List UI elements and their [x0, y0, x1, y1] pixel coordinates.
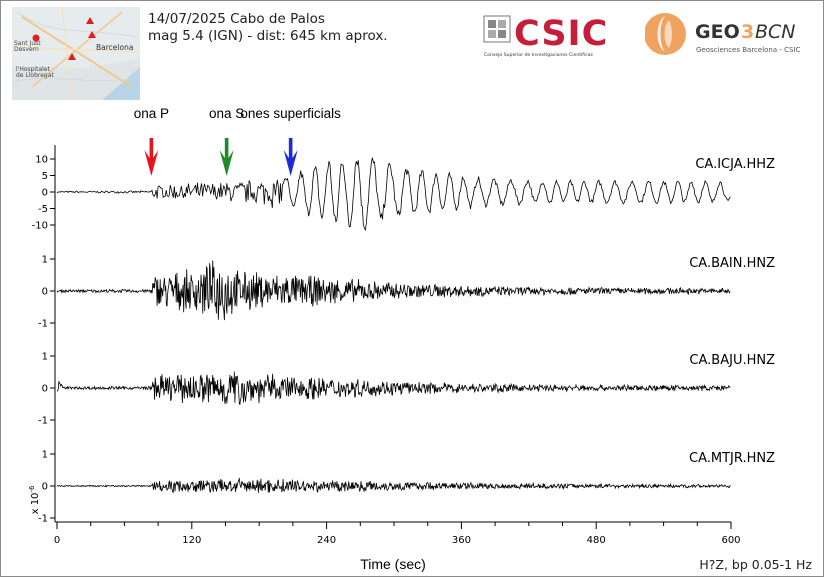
y-tick-label: 5	[42, 171, 48, 182]
station-triangle-marker-3	[68, 53, 76, 60]
x-tick-label: 480	[587, 535, 606, 546]
station-label: CA.ICJA.HHZ	[695, 157, 775, 172]
y-tick-label: 10	[35, 155, 48, 166]
y-scale-label: x 10-6	[28, 485, 41, 514]
station-label: CA.MTJR.HNZ	[689, 451, 775, 466]
map-label-bottom: l'Hospitalet de Llobregat	[16, 66, 54, 79]
y-tick-label: -10	[32, 221, 48, 232]
phase-arrow-icon	[144, 138, 159, 176]
station-circle-marker	[32, 34, 40, 42]
csic-subtitle: Consejo Superior de Investigaciones Cien…	[484, 51, 594, 58]
csic-logo: CSIC Consejo Superior de Investigaciones…	[483, 14, 608, 58]
y-scale-base: x 10	[30, 493, 41, 515]
phase-label: ones superficials	[240, 106, 341, 121]
csic-wordmark: CSIC	[514, 14, 608, 54]
map-background	[12, 7, 140, 100]
x-tick-label: 600	[721, 535, 740, 546]
geo-wordmark: GEO	[695, 21, 740, 43]
map-label-left: Sant Just Desvern	[14, 40, 41, 53]
x-axis-label: Time (sec)	[360, 556, 426, 572]
waveform-trace	[56, 477, 731, 494]
y-tick-label: 1	[42, 352, 48, 363]
event-title: 14/07/2025 Cabo de Palos	[148, 11, 325, 27]
y-tick-label: -1	[38, 416, 48, 427]
phase-arrow-icon	[219, 138, 234, 176]
waveform-trace	[56, 157, 731, 231]
y-tick-label: 0	[42, 188, 48, 199]
traces-layer: CA.ICJA.HHZ CA.BAIN.HNZ CA.BAJU.HNZ CA.MTJR…	[56, 157, 775, 494]
geo3bcn-emblem-icon	[645, 13, 686, 55]
y-tick-label: 0	[42, 384, 48, 395]
geo3bcn-logo: GEO 3 BCN Geosciences Barcelona - CSIC	[645, 13, 801, 55]
map-city-label: Barcelona	[96, 43, 134, 52]
x-tick-label: 0	[54, 535, 60, 546]
y-tick-label: 0	[42, 482, 48, 493]
waveform-trace	[56, 371, 731, 405]
station-label: CA.BAJU.HNZ	[689, 353, 775, 368]
phase-label: ona S	[209, 106, 244, 121]
geo-subtitle: Geosciences Barcelona - CSIC	[696, 46, 801, 54]
phase-marker: ona S	[209, 106, 244, 176]
y-tick-label: 0	[42, 287, 48, 298]
y-tick-label: -1	[38, 514, 48, 525]
x-tick-label: 120	[182, 535, 201, 546]
phase-marker: ona P	[134, 106, 169, 176]
station-label: CA.BAIN.HNZ	[689, 256, 775, 271]
phase-arrow-icon	[283, 138, 298, 176]
station-triangle-marker-1	[86, 17, 94, 24]
y-tick-label: -1	[38, 319, 48, 330]
x-tick-label: 240	[317, 535, 336, 546]
station-triangle-marker-2	[88, 31, 96, 38]
phase-marker: ones superficials	[240, 106, 341, 176]
y-tick-label: 1	[42, 450, 48, 461]
event-info: mag 5.4 (IGN) - dist: 645 km aprox.	[148, 28, 388, 44]
filter-note: H?Z, bp 0.05-1 Hz	[699, 557, 812, 572]
phase-label: ona P	[134, 106, 169, 121]
y-scale-exponent: -6	[28, 485, 36, 493]
waveform-trace	[56, 260, 731, 321]
x-tick-label: 360	[452, 535, 471, 546]
geo-bcn: BCN	[755, 21, 796, 43]
geo-number: 3	[741, 21, 754, 43]
y-tick-label: 1	[42, 255, 48, 266]
location-map: Barcelona Sant Just Desvern l'Hospitalet…	[12, 7, 140, 100]
y-tick-label: -5	[38, 204, 48, 215]
csic-emblem-icon	[483, 15, 511, 43]
